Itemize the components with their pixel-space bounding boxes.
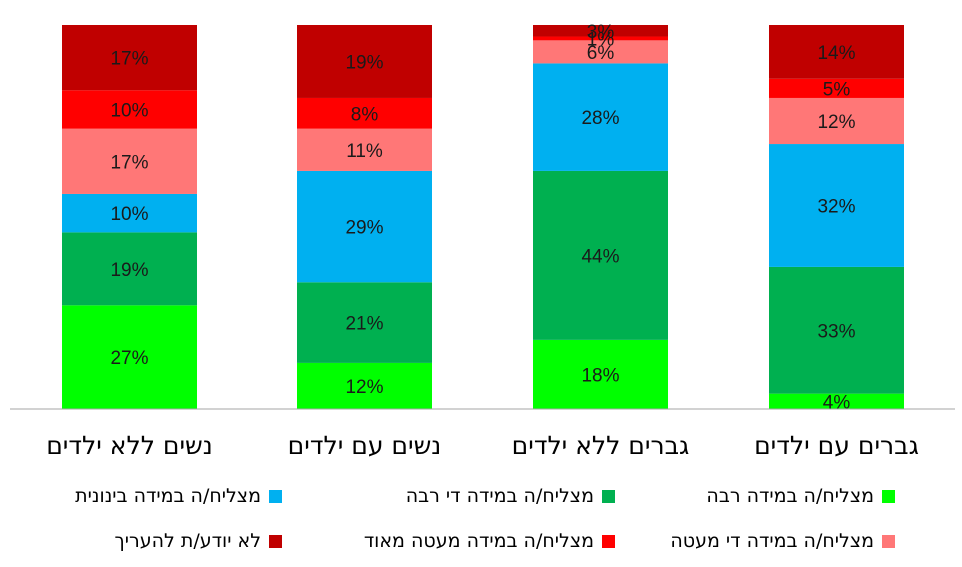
- legend-item: מצליח/ה במידה בינונית: [75, 485, 282, 507]
- bar-segment: [297, 128, 432, 171]
- bar-segment: [62, 305, 197, 409]
- bar-segment: [769, 78, 904, 98]
- bar-segment: [297, 282, 432, 363]
- data-label: 32%: [817, 196, 855, 217]
- bar-segment: [769, 25, 904, 79]
- legend-swatch: [602, 489, 615, 503]
- legend-item: מצליח/ה במידה די מעטה: [670, 530, 895, 552]
- legend-swatch: [882, 534, 895, 548]
- bar-segment: [533, 40, 668, 64]
- bar-segment: [769, 393, 904, 409]
- category-label: גברים ללא ילדים: [512, 431, 690, 460]
- legend-swatch: [602, 534, 615, 548]
- category-labels-group: גברים עם ילדים גברים ללא ילדים נשים עם ילד…: [46, 431, 919, 460]
- data-label: 6%: [587, 43, 615, 64]
- data-label: 29%: [345, 218, 383, 239]
- data-label: 11%: [346, 141, 383, 162]
- data-label: 10%: [110, 204, 148, 225]
- data-label: 8%: [351, 104, 379, 125]
- legend-label: לא יודע/ת להעריך: [114, 530, 261, 552]
- data-label: 21%: [345, 314, 383, 335]
- category-label: נשים עם ילדים: [288, 431, 442, 460]
- data-label: 17%: [110, 49, 148, 70]
- bar-segment: [297, 362, 432, 409]
- data-label: 4%: [823, 392, 851, 413]
- bar-segment: [769, 266, 904, 394]
- bar-segment: [62, 232, 197, 306]
- bar-segment: [769, 97, 904, 145]
- bar-segment: [62, 25, 197, 91]
- legend-item: מצליח/ה במידה מעטה מאוד: [364, 530, 615, 552]
- data-label: 33%: [817, 321, 855, 342]
- legend-swatch: [269, 534, 282, 548]
- data-label: 28%: [581, 108, 619, 129]
- data-label: 1%: [587, 29, 615, 50]
- data-label: 27%: [110, 348, 148, 369]
- data-label: 10%: [110, 100, 148, 121]
- data-label: 14%: [817, 43, 855, 64]
- category-label: נשים ללא ילדים: [46, 431, 213, 460]
- legend-item: לא יודע/ת להעריך: [115, 530, 282, 552]
- data-label: 18%: [581, 365, 619, 386]
- bar-segment: [62, 128, 197, 194]
- legend-item: מצליח/ה במידה די רבה: [406, 485, 615, 507]
- data-label: 17%: [110, 152, 148, 173]
- bar-segment: [769, 144, 904, 267]
- bar-segment: [533, 63, 668, 171]
- legend-label: מצליח/ה במידה בינונית: [75, 485, 261, 507]
- bars-group: [62, 25, 904, 409]
- bar-segment: [297, 97, 432, 129]
- bar-segment: [297, 25, 432, 98]
- legend-label: מצליח/ה במידה די רבה: [405, 485, 594, 507]
- legend: מצליח/ה במידה רבה מצליח/ה במידה די רבה מצל…: [0, 475, 962, 567]
- bar-segment: [297, 170, 432, 283]
- bar-segment: [533, 170, 668, 340]
- data-label: 12%: [817, 112, 855, 133]
- bar-segment: [533, 25, 668, 37]
- legend-label: מצליח/ה במידה רבה: [706, 485, 874, 507]
- legend-label: מצליח/ה במידה מעטה מאוד: [363, 530, 594, 552]
- legend-label: מצליח/ה במידה די מעטה: [670, 530, 874, 552]
- data-label: 5%: [823, 79, 851, 100]
- bar-segment: [533, 36, 668, 41]
- bar-segment: [533, 339, 668, 409]
- data-label: 19%: [345, 52, 383, 73]
- bar-segment: [62, 193, 197, 233]
- data-label: 12%: [345, 377, 383, 398]
- legend-swatch: [269, 489, 282, 503]
- bar-segment: [62, 90, 197, 129]
- data-labels-group: 4% 33% 32% 12% 5% 14% 18% 44% 28% 6%1%3% 12% 21% 29%…: [110, 22, 855, 414]
- data-label: 3%: [587, 22, 615, 43]
- category-label: גברים עם ילדים: [754, 431, 919, 460]
- legend-item: מצליח/ה במידה רבה: [706, 485, 895, 507]
- stacked-bar-chart: 4% 33% 32% 12% 5% 14% 18% 44% 28% 6%1%3% 12% 21% 29%…: [10, 22, 955, 460]
- legend-swatch: [882, 489, 895, 503]
- data-label: 44%: [581, 246, 619, 267]
- data-label: 19%: [110, 260, 148, 281]
